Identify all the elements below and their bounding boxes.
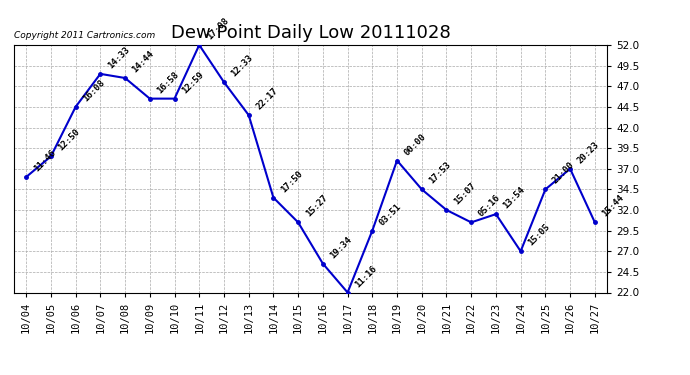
Text: 12:33: 12:33 xyxy=(230,53,255,79)
Text: 05:16: 05:16 xyxy=(477,194,502,219)
Title: Dew Point Daily Low 20111028: Dew Point Daily Low 20111028 xyxy=(170,24,451,42)
Text: 16:58: 16:58 xyxy=(155,70,181,95)
Text: 15:05: 15:05 xyxy=(526,222,551,248)
Text: 20:23: 20:23 xyxy=(575,140,601,165)
Text: 11:16: 11:16 xyxy=(353,264,379,289)
Text: 00:00: 00:00 xyxy=(402,132,428,157)
Text: 15:44: 15:44 xyxy=(600,194,626,219)
Text: 13:54: 13:54 xyxy=(502,185,527,211)
Text: 17:08: 17:08 xyxy=(205,16,230,42)
Text: 22:17: 22:17 xyxy=(254,86,279,112)
Text: 19:34: 19:34 xyxy=(328,235,354,260)
Text: 14:33: 14:33 xyxy=(106,45,131,70)
Text: 15:27: 15:27 xyxy=(304,194,329,219)
Text: 12:59: 12:59 xyxy=(180,70,206,95)
Text: 17:50: 17:50 xyxy=(279,169,304,194)
Text: Copyright 2011 Cartronics.com: Copyright 2011 Cartronics.com xyxy=(14,31,155,40)
Text: 16:08: 16:08 xyxy=(81,78,106,104)
Text: 14:44: 14:44 xyxy=(130,49,156,75)
Text: 21:00: 21:00 xyxy=(551,160,576,186)
Text: 03:51: 03:51 xyxy=(378,202,403,227)
Text: 11:46: 11:46 xyxy=(32,148,57,174)
Text: 17:53: 17:53 xyxy=(427,160,453,186)
Text: 15:07: 15:07 xyxy=(452,181,477,207)
Text: 12:50: 12:50 xyxy=(57,128,82,153)
